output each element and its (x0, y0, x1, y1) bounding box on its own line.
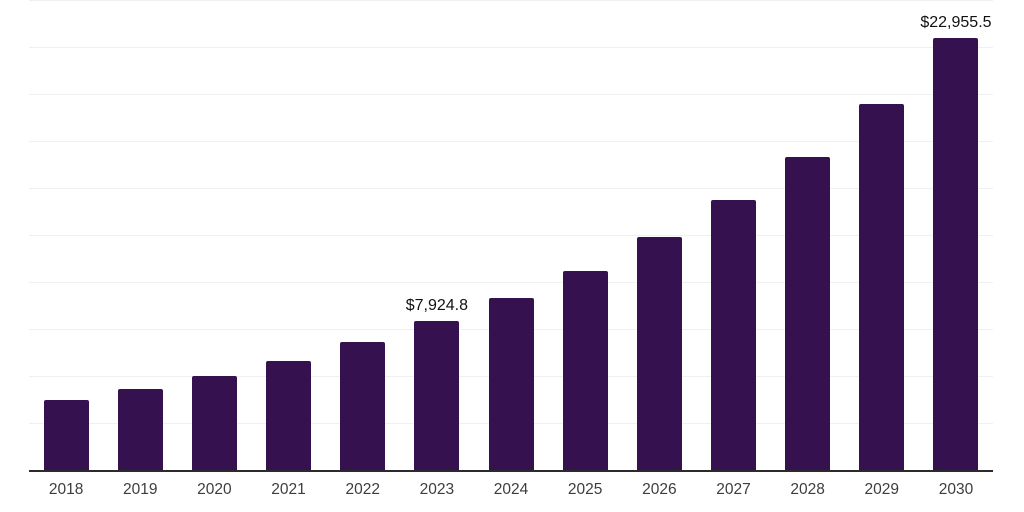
x-axis-label: 2019 (122, 481, 158, 498)
gridline (29, 47, 993, 48)
bar-band (548, 0, 622, 470)
bar-2019 (117, 388, 163, 470)
x-axis-label: 2023 (419, 481, 455, 498)
bar-band (177, 0, 251, 470)
bar-band (326, 0, 400, 470)
bar-2028 (785, 156, 831, 470)
bar-2024 (488, 298, 534, 470)
gridline (29, 0, 993, 1)
bar-2027 (710, 200, 756, 470)
bar-2025 (562, 271, 608, 470)
x-axis-label: 2018 (48, 481, 84, 498)
bar-band (103, 0, 177, 470)
gridline (29, 188, 993, 189)
bar-2023 (414, 321, 460, 470)
bar-band (251, 0, 325, 470)
gridline (29, 282, 993, 283)
gridline (29, 235, 993, 236)
bar-2021 (266, 360, 312, 470)
x-axis: 2018 2019 2020 2021 2022 2023 2024 2025 2026 2027… (29, 481, 993, 499)
plot-area: $7,924.8 $22,955.5 (29, 0, 993, 472)
x-axis-label: 2024 (493, 481, 529, 498)
x-axis-label: 2029 (864, 481, 900, 498)
bar-band (771, 0, 845, 470)
bar-value-label: $7,924.8 (405, 297, 468, 315)
bar-band: $22,955.5 (919, 0, 993, 470)
bar-2018 (43, 400, 89, 470)
x-axis-label: 2021 (271, 481, 306, 498)
x-axis-label: 2025 (567, 481, 603, 498)
bar-band (696, 0, 770, 470)
gridline (29, 94, 993, 95)
x-axis-label: 2028 (790, 481, 825, 498)
x-axis-label: 2026 (642, 481, 677, 498)
bar-band (29, 0, 103, 470)
bars-container: $7,924.8 $22,955.5 (29, 0, 993, 470)
x-axis-label: 2022 (345, 481, 380, 498)
bar-2030 (933, 38, 979, 470)
bar-band: $7,924.8 (400, 0, 474, 470)
bar-band (845, 0, 919, 470)
bar-band (474, 0, 548, 470)
bar-2029 (859, 103, 905, 470)
bar-2026 (636, 236, 682, 470)
bar-2020 (191, 376, 237, 470)
bar-band (622, 0, 696, 470)
x-axis-label: 2027 (716, 481, 751, 498)
x-axis-label: 2030 (938, 481, 974, 498)
bar-2022 (340, 341, 386, 470)
gridline (29, 141, 993, 142)
x-axis-label: 2020 (197, 481, 232, 498)
bar-value-label: $22,955.5 (920, 14, 992, 32)
